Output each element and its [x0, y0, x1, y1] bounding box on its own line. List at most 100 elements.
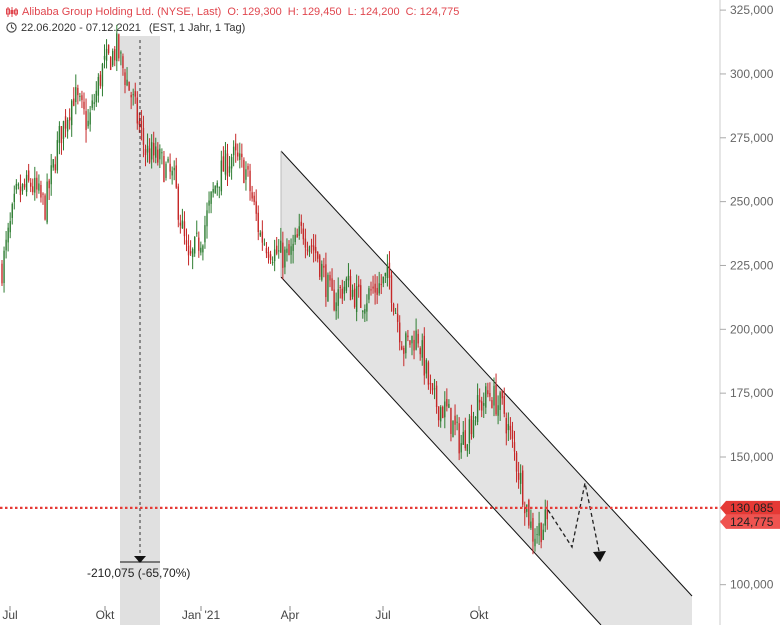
- candle-body: [513, 442, 516, 452]
- candle-body: [544, 509, 546, 526]
- candle-body: [378, 283, 380, 294]
- candle-body: [257, 212, 259, 233]
- candle-body: [198, 237, 200, 251]
- y-tick-label: 300,000: [730, 67, 774, 81]
- candle-body: [298, 226, 300, 236]
- candle-body: [460, 443, 462, 453]
- y-tick-label: 150,000: [730, 450, 774, 464]
- candle-body: [271, 261, 274, 264]
- candle-body: [153, 142, 155, 156]
- candle-body: [134, 91, 136, 97]
- candle-body: [81, 95, 83, 101]
- candle-body: [66, 120, 69, 132]
- candle-body: [499, 392, 501, 410]
- candle-body: [1, 263, 3, 284]
- candle-body: [5, 239, 7, 251]
- candle-body: [528, 500, 530, 526]
- candle-body: [150, 142, 153, 160]
- candle-body: [15, 183, 18, 190]
- candle-body: [481, 401, 483, 411]
- candle-body: [478, 399, 481, 403]
- candle-body: [58, 125, 61, 143]
- candle-body: [204, 225, 206, 243]
- candle-body: [372, 286, 374, 289]
- candle-body: [185, 240, 188, 245]
- candle-body: [444, 401, 446, 418]
- candle-body: [409, 340, 411, 345]
- price-tag-reference: 130,085: [720, 500, 780, 515]
- candle-body: [99, 74, 102, 86]
- x-tick-label: Jan '21: [182, 608, 221, 622]
- candle-body: [32, 186, 34, 193]
- candle-body: [21, 184, 24, 192]
- price-tag-reference-label: 130,085: [730, 501, 774, 515]
- x-axis-ticks: Jul Okt Jan '21 Apr Jul Okt: [2, 606, 489, 622]
- candle-body: [501, 391, 503, 399]
- candle-body: [48, 180, 50, 189]
- candle-body: [495, 384, 497, 415]
- price-tag-last-label: 124,775: [730, 515, 774, 529]
- candle-body: [87, 120, 89, 127]
- candle-body: [34, 177, 36, 193]
- candle-body: [468, 419, 471, 444]
- candle-body: [353, 288, 356, 308]
- projection-path: [547, 482, 601, 557]
- candle-body: [148, 148, 151, 163]
- candle-body: [220, 160, 223, 192]
- candle-body: [388, 262, 391, 278]
- candle-body: [519, 472, 522, 484]
- candle-body: [167, 158, 169, 162]
- candle-body: [380, 283, 382, 285]
- candle-body: [442, 406, 444, 418]
- candle-body: [173, 167, 175, 171]
- candle-body: [214, 186, 216, 193]
- candle-body: [245, 169, 247, 180]
- candle-body: [124, 72, 126, 86]
- candle-body: [358, 284, 360, 287]
- candle-body: [317, 251, 319, 259]
- candle-body: [429, 383, 432, 385]
- candle-body: [497, 405, 499, 416]
- candle-body: [308, 246, 311, 253]
- candle-body: [368, 288, 370, 300]
- candle-body: [253, 195, 255, 202]
- candle-body: [470, 415, 473, 435]
- candle-body: [403, 347, 405, 354]
- price-tag-last: 124,775: [720, 514, 780, 529]
- candle-body: [464, 430, 466, 449]
- candle-body: [114, 49, 116, 61]
- candle-body: [462, 431, 464, 445]
- candle-body: [27, 170, 30, 181]
- candle-body: [247, 166, 249, 170]
- candle-body: [417, 333, 419, 344]
- candle-body: [130, 94, 132, 98]
- candle-body: [370, 289, 372, 291]
- candle-body: [181, 220, 184, 229]
- candle-body: [349, 276, 352, 301]
- x-tick-label: Okt: [96, 608, 115, 622]
- candle-body: [419, 348, 421, 355]
- candle-body: [284, 249, 286, 268]
- candle-body: [536, 534, 538, 536]
- candle-body: [347, 275, 350, 281]
- candle-body: [11, 203, 13, 218]
- candle-body: [165, 163, 167, 178]
- candle-body: [458, 423, 460, 454]
- candle-body: [407, 335, 409, 338]
- candle-body: [64, 116, 67, 129]
- candle-body: [276, 245, 278, 254]
- candle-body: [401, 346, 403, 350]
- y-tick-label: 225,000: [730, 258, 774, 272]
- candle-body: [171, 170, 173, 176]
- candle-body: [454, 415, 456, 425]
- y-tick-label: 250,000: [730, 195, 774, 209]
- candle-body: [228, 166, 231, 173]
- candle-body: [222, 156, 225, 172]
- candle-body: [54, 164, 56, 171]
- candle-body: [296, 234, 298, 238]
- candle-body: [101, 63, 104, 87]
- candle-body: [440, 407, 442, 422]
- candle-body: [144, 149, 147, 155]
- candles: [1, 24, 548, 555]
